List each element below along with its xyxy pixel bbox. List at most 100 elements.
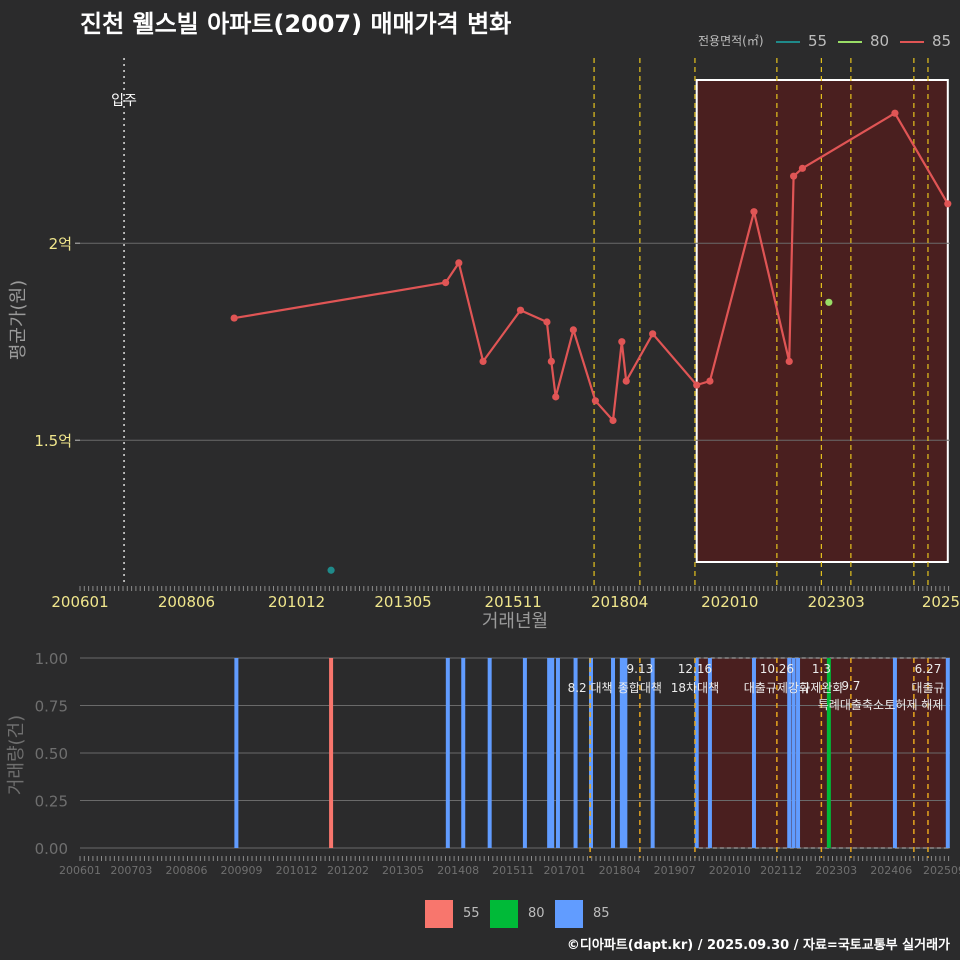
- data-point-85: [785, 357, 793, 366]
- y-tick-label: 2억: [49, 235, 72, 253]
- x-tick-label: 202303: [815, 864, 857, 877]
- annotation-text: 대출규제강화: [744, 681, 810, 695]
- data-point-85: [516, 306, 525, 314]
- x-tick-label: 200909: [221, 864, 263, 877]
- chart-title: 진천 웰스빌 아파트(2007) 매매가격 변화: [80, 10, 512, 38]
- x-tick-label: 202406: [870, 864, 912, 877]
- x-tick-label: 200601: [51, 593, 108, 611]
- data-point-85: [891, 109, 899, 117]
- legend-swatch-55: [425, 900, 453, 928]
- data-point-85: [609, 416, 617, 425]
- legend-label-85: 85: [932, 32, 952, 50]
- x-axis-label: 거래년월: [482, 611, 548, 632]
- data-point-85: [944, 200, 952, 208]
- data-point-85: [706, 377, 714, 385]
- volume-bar-85: [611, 658, 616, 848]
- y-tick-label: 1.5억: [34, 432, 72, 450]
- volume-bar-85: [623, 658, 628, 848]
- annotation-date: 1.3: [812, 662, 831, 676]
- x-tick-label: 201202: [327, 864, 369, 877]
- annotation-text: 종합대책: [618, 680, 662, 695]
- volume-bar-55: [329, 658, 334, 848]
- price-chart: 1.5억 2억 입주 200601 200806 201012 201305 201511 20…: [8, 58, 960, 632]
- volume-bar-85: [694, 658, 699, 848]
- y-tick-label: 0.25: [35, 793, 68, 811]
- volume-bar-85: [461, 658, 466, 848]
- volume-bar-85: [707, 658, 712, 848]
- data-point-85: [622, 377, 630, 385]
- x-tick-label: 201804: [599, 864, 641, 877]
- volume-bar-85: [234, 658, 239, 848]
- data-point-85: [230, 314, 238, 322]
- y-axis-label: 평균가(원): [8, 280, 29, 360]
- annotation-text: 규제완화: [799, 681, 843, 695]
- data-point-85: [750, 208, 758, 216]
- volume-bar-85: [787, 658, 792, 848]
- x-tick-label: 202509: [923, 864, 960, 877]
- annotation-date: 6.27: [915, 662, 942, 676]
- volume-chart: 0.00 0.25 0.50 0.75 1.00 8.2 대책 9.13 종합대책 12.16 1…: [6, 650, 960, 877]
- legend-bottom-label-55: 55: [463, 906, 480, 921]
- x-tick-label: 2025: [922, 593, 960, 611]
- legend-line-55: [776, 41, 800, 43]
- x-tick-label: 202303: [808, 593, 865, 611]
- data-point-85: [547, 357, 555, 366]
- legend-label-80: 80: [870, 32, 890, 50]
- annotation-text: 토허제 해제: [884, 698, 943, 712]
- y-axis-label: 거래량(건): [6, 715, 27, 795]
- data-point-85: [442, 278, 450, 287]
- data-point-85: [649, 330, 657, 338]
- data-point-85: [569, 326, 577, 334]
- volume-bar-85: [791, 658, 796, 848]
- movein-label: 입주: [111, 93, 137, 109]
- x-tick-label: 201511: [485, 593, 542, 611]
- volume-bar-85: [588, 658, 593, 848]
- x-tick-label: 201408: [437, 864, 479, 877]
- x-tick-label: 202112: [760, 864, 802, 877]
- x-tick-label: 201012: [268, 593, 325, 611]
- x-tick-label: 201701: [544, 864, 586, 877]
- volume-bar-85: [751, 658, 756, 848]
- x-tick-label: 200806: [158, 593, 215, 611]
- legend-bottom-label-85: 85: [593, 906, 610, 921]
- x-tick-label: 200806: [165, 864, 207, 877]
- y-tick-label: 0.75: [35, 698, 68, 716]
- x-tick-label: 201305: [374, 593, 431, 611]
- volume-bar-85: [547, 658, 552, 848]
- y-tick-label: 1.00: [35, 650, 68, 668]
- volume-bar-85: [619, 658, 624, 848]
- data-point-85: [618, 338, 626, 346]
- data-point-80: [825, 298, 833, 306]
- volume-bar-85: [945, 658, 950, 848]
- volume-bar-85: [796, 658, 801, 848]
- data-point-85: [591, 397, 599, 405]
- legend-swatch-80: [490, 900, 518, 928]
- data-point-85: [479, 357, 487, 366]
- x-tick-label: 201511: [492, 864, 534, 877]
- volume-bar-85: [487, 658, 492, 848]
- series-line-85: [234, 112, 949, 422]
- volume-bar-85: [573, 658, 578, 848]
- volume-bar-80: [826, 658, 831, 848]
- data-point-85: [798, 164, 807, 172]
- y-tick-label: 0.00: [35, 840, 68, 858]
- annotation-text: 8.2 대책: [568, 680, 613, 695]
- x-tick-label: 202010: [701, 593, 758, 611]
- volume-bar-85: [555, 658, 560, 848]
- legend-bottom-label-80: 80: [528, 906, 545, 921]
- legend-swatch-85: [555, 900, 583, 928]
- annotation-date: 9.13: [627, 662, 654, 676]
- data-point-85: [693, 381, 701, 389]
- annotation-text: 특례대출축소: [818, 698, 884, 712]
- x-tick-label: 201012: [276, 864, 318, 877]
- volume-bar-85: [550, 658, 555, 848]
- volume-bar-85: [650, 658, 655, 848]
- data-point-55: [327, 566, 335, 574]
- data-point-85: [543, 318, 551, 326]
- volume-bar-85: [892, 658, 897, 848]
- annotation-date: 12.16: [678, 662, 712, 676]
- x-tick-label: 200703: [110, 864, 152, 877]
- highlight-region: [695, 79, 949, 563]
- y-tick-label: 0.50: [35, 745, 68, 763]
